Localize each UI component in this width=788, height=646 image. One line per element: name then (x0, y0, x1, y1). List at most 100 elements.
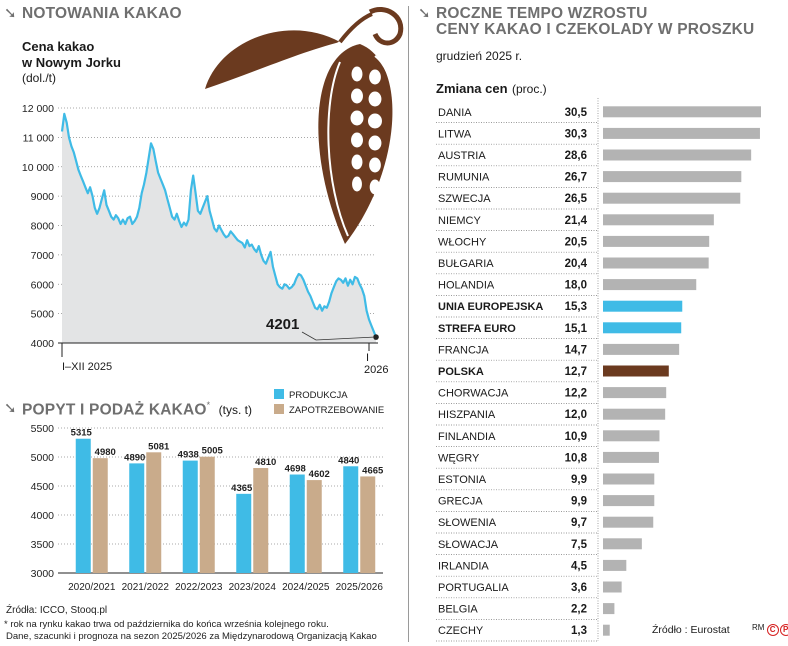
growth-bar (603, 322, 682, 334)
credit-label: RM (752, 623, 765, 632)
growth-row-value: 12,2 (565, 388, 587, 400)
growth-row-label: SŁOWENIA (438, 517, 497, 529)
legend-demand-swatch (274, 404, 284, 414)
supply-label-production: 4840 (338, 455, 359, 466)
growth-row-value: 10,8 (565, 452, 588, 464)
supply-y-tick-label: 3000 (31, 568, 55, 580)
growth-date: grudzień 2025 r. (436, 49, 523, 63)
growth-row-value: 2,2 (571, 604, 587, 616)
growth-row-label: WĘGRY (438, 452, 480, 464)
supply-header-mark: * (206, 400, 211, 410)
growth-bar (603, 451, 659, 463)
supply-label-demand: 4665 (362, 465, 384, 476)
growth-row-label: NIEMCY (438, 215, 481, 227)
price-y-tick-label: 7000 (31, 250, 55, 262)
supply-category-label: 2024/2025 (282, 582, 330, 593)
supply-bar-production (236, 493, 252, 573)
supply-bar-production (289, 474, 305, 573)
supply-unit: (tys. t) (218, 403, 252, 418)
growth-bar (603, 516, 654, 528)
price-y-tick-label: 9000 (31, 191, 55, 203)
supply-category-label: 2023/2024 (229, 582, 277, 593)
supply-y-tick-label: 4500 (31, 481, 55, 493)
section-arrow-icon: ➘ (418, 5, 431, 22)
price-y-tick-label: 11 000 (23, 132, 54, 144)
growth-bar (603, 559, 627, 571)
growth-header-2: CENY KAKAO I CZEKOLADY W PROSZKU (436, 21, 755, 38)
growth-table-title-group: Zmiana cen (proc.) (436, 80, 547, 98)
growth-bar (603, 171, 742, 183)
pod-seed (350, 110, 364, 126)
pod-seed (351, 88, 363, 104)
growth-row-value: 21,4 (565, 215, 588, 227)
price-last-point (373, 334, 379, 340)
supply-category-label: 2020/2021 (68, 582, 116, 593)
panel-divider (408, 6, 409, 642)
supply-bar-production (182, 460, 198, 573)
growth-row-label: HOLANDIA (438, 280, 495, 292)
growth-row-value: 30,3 (565, 128, 587, 140)
growth-row-label: FINLANDIA (438, 431, 496, 443)
growth-bar (603, 581, 622, 593)
price-title-line2: w Nowym Jorku (22, 55, 121, 70)
supply-bar-demand (92, 458, 108, 573)
pod-seed (368, 113, 382, 129)
supply-header: POPYT I PODAŻ KAKAO (22, 401, 207, 419)
growth-row-label: BUŁGARIA (438, 258, 494, 270)
growth-chart: DANIA 30,5 LITWA 30,3 AUSTRIA 28,6 RUMUNIA 26,7… (436, 98, 761, 642)
supply-category-label: 2025/2026 (336, 582, 384, 593)
growth-row-label: PORTUGALIA (438, 582, 509, 594)
price-header: NOTOWANIA KAKAO (22, 5, 182, 22)
growth-row-label: SŁOWACJA (438, 539, 499, 551)
supply-label-demand: 4810 (255, 457, 276, 468)
growth-row-value: 9,7 (571, 517, 587, 529)
legend-demand: ZAPOTRZEBOWANIE (274, 404, 384, 416)
supply-bar-demand (199, 456, 215, 573)
price-y-tick-label: 10 000 (22, 162, 54, 174)
pod-seed (369, 157, 381, 173)
supply-label-production: 4938 (178, 450, 199, 461)
price-panel: ➘ NOTOWANIA KAKAO Cena kakao w Nowym Jor… (0, 0, 408, 390)
growth-bar (603, 106, 761, 118)
supply-label-demand: 5005 (202, 446, 224, 457)
pod-seed (352, 176, 362, 192)
supply-category-label: 2022/2023 (175, 582, 223, 593)
growth-table-unit: (proc.) (511, 82, 547, 96)
growth-row-label: HISZPANIA (438, 409, 496, 421)
growth-bar (603, 473, 655, 485)
growth-row-value: 10,9 (565, 431, 587, 443)
growth-row-value: 20,4 (565, 258, 588, 270)
legend-demand-label: ZAPOTRZEBOWANIE (289, 405, 385, 416)
price-y-tick-label: 8000 (31, 221, 55, 233)
growth-row-label: CHORWACJA (438, 388, 509, 400)
growth-row-value: 7,5 (571, 539, 588, 551)
supply-header-group: POPYT I PODAŻ KAKAO* (tys. t) (22, 400, 252, 419)
footer-note-1: * rok na rynku kakao trwa od październik… (4, 619, 329, 630)
growth-table-title: Zmiana cen (436, 81, 508, 96)
supply-bar-demand (146, 452, 162, 573)
growth-bar (603, 257, 709, 269)
growth-row-label: FRANCJA (438, 344, 489, 356)
supply-bar-demand (360, 476, 376, 573)
supply-bar-production (343, 466, 359, 573)
growth-bar (603, 149, 752, 161)
supply-label-production: 4365 (231, 483, 253, 494)
growth-row-value: 4,5 (571, 560, 588, 572)
supply-bar-production (75, 438, 91, 573)
growth-row-label: SZWECJA (438, 193, 491, 205)
supply-label-demand: 4602 (309, 469, 330, 480)
growth-row-value: 9,9 (571, 496, 587, 508)
copyright-icon: C (766, 624, 779, 636)
pod-seed (351, 66, 363, 82)
growth-bar (603, 408, 666, 420)
supply-y-tick-label: 5500 (31, 423, 55, 435)
growth-row-label: BELGIA (438, 604, 478, 616)
price-chart: 4000 5000 6000 7000 8000 9000 10 000 11 000 12 0… (22, 103, 379, 357)
growth-bar (603, 387, 667, 399)
pod-seed (368, 135, 382, 151)
growth-bar (603, 235, 710, 247)
growth-row-label: IRLANDIA (438, 560, 489, 572)
legend-production-label: PRODUKCJA (289, 390, 348, 401)
